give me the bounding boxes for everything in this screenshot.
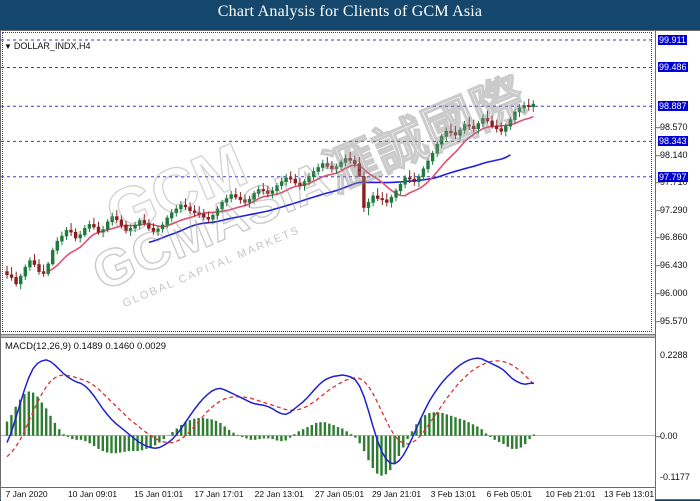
time-tick-label: 7 Jan 2020 bbox=[5, 489, 48, 499]
tick-mark: – bbox=[656, 149, 662, 160]
tick-mark: – bbox=[656, 430, 662, 441]
time-axis: 7 Jan 2020 10 Jan 09:01 15 Jan 01:01 17 Jan… bbox=[1, 487, 655, 501]
chart-frame: ▼ DOLLAR_INDX,H4 MACD(12,26,9) 0.1489 0.1… bbox=[0, 30, 700, 501]
time-tick-label: 13 Feb 13:01 bbox=[604, 489, 655, 499]
macd-indicator-label: MACD(12,26,9) 0.1489 0.1460 0.0029 bbox=[5, 341, 167, 352]
macd-tick: –0.00 bbox=[656, 430, 678, 441]
price-tick: –97.290 bbox=[656, 204, 688, 215]
time-tick-label: 10 Jan 09:01 bbox=[68, 489, 118, 499]
time-tick-label: 17 Jan 17:01 bbox=[194, 489, 244, 499]
tick-mark: – bbox=[656, 177, 662, 188]
price-pane[interactable]: ▼ DOLLAR_INDX,H4 bbox=[1, 31, 655, 335]
chevron-down-icon[interactable]: ▼ bbox=[4, 42, 12, 51]
price-tick: –96.000 bbox=[656, 287, 688, 298]
tick-mark: – bbox=[656, 315, 662, 326]
price-tick: –96.430 bbox=[656, 260, 688, 271]
tick-mark: – bbox=[656, 260, 662, 271]
price-tick: –98.570 bbox=[656, 121, 688, 132]
macd-tick: 0.2288 bbox=[660, 350, 688, 360]
level-price-tag[interactable]: 97.797 bbox=[658, 171, 688, 182]
symbol-text: DOLLAR_INDX,H4 bbox=[13, 41, 91, 51]
time-tick-label: 27 Jan 05:01 bbox=[314, 489, 365, 499]
level-price-tag[interactable]: 99.486 bbox=[658, 62, 688, 73]
time-tick-label: 6 Feb 05:01 bbox=[486, 489, 533, 499]
pane-divider[interactable] bbox=[1, 334, 655, 338]
tick-mark: – bbox=[656, 232, 662, 243]
price-tick: –97.710 bbox=[656, 177, 688, 188]
price-chart-svg bbox=[1, 39, 655, 290]
time-tick-label: 3 Feb 13:01 bbox=[430, 489, 477, 499]
time-tick-label: 15 Jan 01:01 bbox=[134, 489, 184, 499]
page-title: Chart Analysis for Clients of GCM Asia bbox=[217, 3, 483, 20]
tick-mark: – bbox=[656, 287, 662, 298]
level-price-tag[interactable]: 98.343 bbox=[658, 136, 688, 147]
price-scale[interactable]: –98.570 –98.140 –97.710 –97.290 –96.860 –96.4… bbox=[655, 31, 700, 499]
level-price-tag[interactable]: 98.887 bbox=[658, 101, 688, 112]
level-price-tag[interactable]: 99.911 bbox=[658, 34, 687, 45]
tick-mark: – bbox=[656, 121, 662, 132]
macd-tick: -0.1177 bbox=[660, 472, 690, 482]
macd-pane[interactable]: MACD(12,26,9) 0.1489 0.1460 0.0029 bbox=[1, 339, 655, 487]
price-tick: –98.140 bbox=[656, 149, 688, 160]
window-header: Chart Analysis for Clients of GCM Asia bbox=[0, 0, 700, 30]
time-tick-label: 29 Jan 21:01 bbox=[372, 489, 422, 499]
price-tick: –95.570 bbox=[656, 315, 688, 326]
macd-chart-svg bbox=[1, 357, 655, 476]
price-tick: –96.860 bbox=[656, 232, 688, 243]
symbol-label[interactable]: ▼ DOLLAR_INDX,H4 bbox=[4, 41, 90, 51]
time-tick-label: 10 Feb 21:01 bbox=[545, 489, 596, 499]
time-tick-label: 22 Jan 13:01 bbox=[254, 489, 304, 499]
tick-mark: – bbox=[656, 204, 662, 215]
